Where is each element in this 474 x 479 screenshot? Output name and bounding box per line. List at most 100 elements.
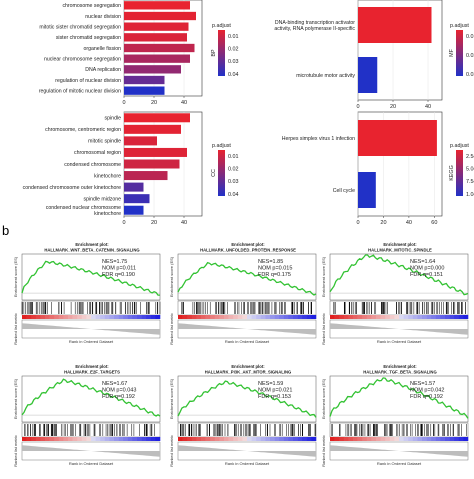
gsea-plot-label: Enrichment plot: xyxy=(75,242,108,247)
rank-ribbon-segment xyxy=(283,437,289,441)
bar xyxy=(124,1,190,10)
rank-ribbon-segment xyxy=(35,315,41,319)
rank-x-label: Rank in Ordered Dataset xyxy=(377,461,422,466)
x-tick-label: 60 xyxy=(431,220,437,226)
bar xyxy=(124,86,165,95)
ranked-metric-area xyxy=(22,445,160,457)
hits-frame xyxy=(329,300,469,316)
category-label: mitotic spindle xyxy=(88,139,121,145)
rank-ribbon-segment xyxy=(132,437,138,441)
rank-ribbon-segment xyxy=(302,315,308,319)
ranked-metric-area xyxy=(178,445,316,457)
rank-ribbon-segment xyxy=(100,315,106,319)
bar xyxy=(124,65,181,74)
rank-ribbon-segment xyxy=(114,437,119,441)
gsea-enrichment-panels: Enrichment plot:HALLMARK_WNT_BETA_CATENI… xyxy=(13,242,469,467)
rank-ribbon-segment xyxy=(445,315,450,319)
rank-ribbon-segment xyxy=(463,315,469,319)
rank-ribbon-segment xyxy=(265,437,271,441)
rank-ribbon-segment xyxy=(435,437,441,441)
legend-title: p.adjust xyxy=(450,23,469,29)
rank-ribbon-segment xyxy=(270,315,275,319)
rank-ribbon-segment xyxy=(426,315,432,319)
gsea-stat: NES=1.67 xyxy=(102,381,127,387)
rank-ribbon-segment xyxy=(22,315,27,319)
rank-ribbon-segment xyxy=(454,437,460,441)
rank-ribbon-segment xyxy=(95,315,101,319)
rank-ribbon-segment xyxy=(137,315,142,319)
rank-ribbon-segment xyxy=(431,437,437,441)
rank-ribbon-segment xyxy=(155,315,161,319)
rank-ribbon-segment xyxy=(247,315,252,319)
rank-ribbon-segment xyxy=(458,315,464,319)
bar-panel-kegg: Herpes simplex virus 1 infection Cell cyc… xyxy=(282,111,474,226)
gsea-plot-label: Enrichment plot: xyxy=(383,364,416,369)
rank-ribbon-segment xyxy=(40,437,46,441)
legend-title: p.adjust xyxy=(212,143,231,149)
rank-ribbon-segment xyxy=(274,315,280,319)
rank-ribbon-segment xyxy=(86,315,92,319)
bar xyxy=(124,75,165,85)
rank-ribbon-segment xyxy=(366,437,372,441)
gsea-gene-set-name: HALLMARK_WNT_BETA_CATENIN_SIGNALING xyxy=(44,248,139,253)
category-label: DNA replication xyxy=(85,67,121,73)
rank-ribbon-segment xyxy=(214,315,220,319)
rank-ribbon-segment xyxy=(293,315,298,319)
category-label: Cell cycle xyxy=(333,188,355,194)
rank-ribbon-segment xyxy=(339,315,345,319)
es-curve xyxy=(21,378,161,417)
rank-ribbon-segment xyxy=(141,437,147,441)
gsea-stat: FDR q=0.192 xyxy=(102,394,135,400)
gsea-gene-set-name: HALLMARK_PI3K_AKT_MTOR_SIGNALING xyxy=(205,370,291,375)
rank-ribbon-segment xyxy=(95,437,101,441)
legend-tick-label: 2.5e-05 xyxy=(466,154,474,160)
gsea-stat: NOM p=0.042 xyxy=(410,388,444,394)
rank-ribbon-segment xyxy=(449,315,455,319)
rank-ribbon-segment xyxy=(118,315,124,319)
rank-ribbon-segment xyxy=(288,437,294,441)
category-label: spindle midzone xyxy=(84,196,122,202)
legend-tick-label: 7.5e-05 xyxy=(466,179,474,185)
rank-ribbon-segment xyxy=(146,437,152,441)
rank-ribbon-segment xyxy=(146,315,152,319)
gsea-plot-label: Enrichment plot: xyxy=(75,364,108,369)
x-tick-label: 40 xyxy=(425,104,431,110)
rank-ribbon-segment xyxy=(187,315,193,319)
rank-ribbon-segment xyxy=(224,437,229,441)
rank-ribbon-segment xyxy=(182,315,188,319)
bar-panel-mf: DNA-binding transcription activator activ… xyxy=(274,0,474,110)
gsea-stat: NES=1.85 xyxy=(258,259,283,265)
rank-ribbon-segment xyxy=(256,315,262,319)
rank-ribbon-segment xyxy=(31,315,37,319)
rank-ribbon-segment xyxy=(81,315,87,319)
rank-ribbon-segment xyxy=(86,437,92,441)
bar xyxy=(124,159,180,169)
category-label: microtubule motor activity xyxy=(296,73,355,79)
rank-ribbon-segment xyxy=(426,437,432,441)
category-label: chromosomal region xyxy=(74,150,121,156)
rank-ribbon-segment xyxy=(201,315,206,319)
bar xyxy=(124,33,187,42)
rank-ribbon-segment xyxy=(35,437,41,441)
rank-ribbon-segment xyxy=(233,315,239,319)
rank-ribbon-segment xyxy=(458,437,464,441)
ranked-metric-area xyxy=(330,323,468,335)
rank-ribbon-segment xyxy=(293,437,298,441)
x-tick-label: 0 xyxy=(356,220,359,226)
rank-ribbon-segment xyxy=(362,437,368,441)
rank-ribbon-segment xyxy=(288,315,294,319)
gsea-stat: NES=1.59 xyxy=(258,381,283,387)
es-y-label: Enrichment score (ES) xyxy=(13,256,18,297)
gsea-stat: NES=1.57 xyxy=(410,381,435,387)
rank-ribbon-segment xyxy=(339,437,345,441)
category-label: DNA-binding transcription activator activ… xyxy=(274,20,355,32)
gsea-gene-set-name: HALLMARK_TGF_BETA_SIGNALING xyxy=(363,370,436,375)
rank-ribbon-segment xyxy=(348,315,354,319)
rank-ribbon-segment xyxy=(422,437,427,441)
rank-ribbon-segment xyxy=(228,437,234,441)
legend-tick-label: 0.04 xyxy=(228,192,239,198)
rank-ribbon-segment xyxy=(233,437,239,441)
rank-ribbon-segment xyxy=(109,437,115,441)
rank-ribbon-segment xyxy=(330,437,335,441)
x-tick-label: 40 xyxy=(181,220,187,226)
